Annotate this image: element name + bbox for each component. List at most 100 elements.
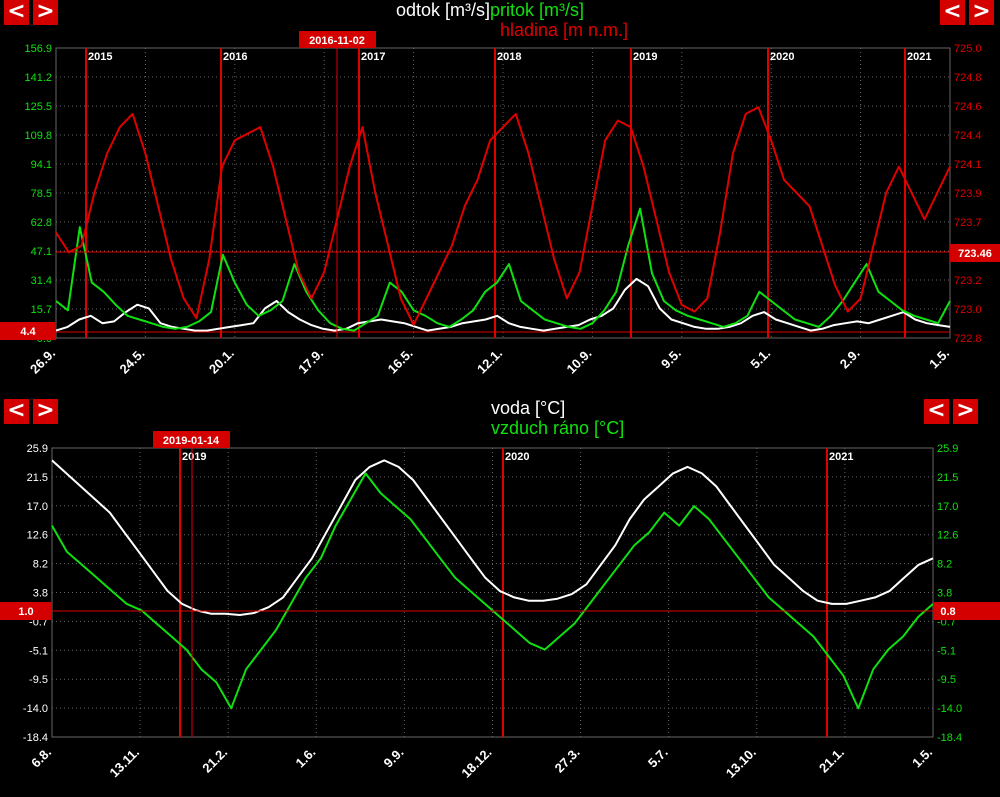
y-tick-right: 3.8 [937, 588, 952, 600]
right-value-text: 723.46 [958, 248, 992, 260]
chart2-prev-button[interactable]: < [4, 399, 29, 424]
y-tick-left: -14.0 [23, 703, 48, 715]
y-tick-right: 8.2 [937, 559, 952, 571]
x-tick: 9.5. [658, 346, 684, 372]
y-tick-left: 109.8 [24, 130, 52, 142]
series-line-red [55, 106, 951, 326]
x-tick: 17.9. [295, 346, 326, 377]
year-label: 2021 [907, 51, 931, 63]
year-label: 2016 [223, 51, 247, 63]
chart2-right-prev-button[interactable]: < [924, 399, 949, 424]
x-tick: 9.9. [381, 745, 407, 771]
x-tick: 21.2. [199, 745, 230, 776]
chart2-plot: 25.9 25.9 21.5 21.5 17.0 17.0 12.6 12.6 8.2 8.2 3.… [0, 431, 1000, 781]
year-label: 2020 [770, 51, 794, 63]
y-tick-right: 723.2 [954, 275, 982, 287]
chart1-title-pritok: pritok [m³/s] [490, 0, 585, 20]
x-tick: 27.3. [552, 745, 583, 776]
x-tick: 5.1. [747, 346, 773, 372]
x-tick: 10.9. [563, 346, 594, 377]
x-tick: 18.12. [458, 745, 494, 781]
y-tick-right: 724.4 [954, 130, 982, 142]
y-tick-left: 21.5 [27, 472, 48, 484]
x-tick: 13.11. [107, 745, 143, 781]
x-tick: 6.8. [28, 745, 54, 771]
cursor-label-bg [153, 431, 230, 448]
y-tick-right: 25.9 [937, 443, 958, 455]
year-label: 2020 [505, 451, 529, 463]
year-label: 2021 [829, 451, 853, 463]
y-tick-left: -5.1 [29, 645, 48, 657]
y-tick-right: 723.9 [954, 188, 982, 200]
y-tick-left: 78.5 [31, 188, 52, 200]
y-tick-left: 17.0 [27, 501, 48, 513]
y-tick-left: 25.9 [27, 443, 48, 455]
chart1-title-odtok: odtok [m³/s] [396, 0, 491, 20]
chart1-next-button[interactable]: > [33, 0, 58, 25]
cursor-label-bg [299, 31, 376, 48]
y-tick-right: 723.0 [954, 304, 982, 316]
y-tick-right: -9.5 [937, 674, 956, 686]
chart2-title-vzduch: vzduch ráno [°C] [491, 418, 625, 438]
year-label: 2015 [88, 51, 112, 63]
y-tick-left: 141.2 [24, 72, 52, 84]
y-tick-right: 21.5 [937, 472, 958, 484]
x-tick: 1.5. [926, 346, 952, 372]
left-value-text: 1.0 [18, 606, 33, 618]
y-tick-right: 724.8 [954, 72, 982, 84]
y-tick-right: 724.6 [954, 101, 982, 113]
chart1-prev-button[interactable]: < [4, 0, 29, 25]
y-tick-left: 8.2 [33, 559, 48, 571]
y-tick-left: 156.9 [24, 43, 52, 55]
chart2-next-button[interactable]: > [33, 399, 58, 424]
x-tick: 16.5. [385, 346, 416, 377]
y-tick-left: 15.7 [31, 304, 52, 316]
cursor-label: 2016-11-02 [309, 35, 365, 47]
y-tick-left: 47.1 [31, 246, 52, 258]
left-value-badge [0, 602, 52, 620]
y-tick-left: -18.4 [23, 732, 48, 744]
x-tick: 24.5. [116, 346, 147, 377]
chart2-right-next-button[interactable]: > [953, 399, 978, 424]
y-tick-right: 725.0 [954, 43, 982, 55]
chart1-title-hladina: hladina [m n.m.] [500, 20, 629, 40]
x-tick: 20.1. [206, 346, 237, 377]
y-tick-right: -18.4 [937, 732, 962, 744]
series-line-white [55, 277, 951, 332]
x-tick: 13.10. [723, 745, 759, 781]
y-tick-right: 723.7 [954, 217, 982, 229]
y-tick-left: 12.6 [27, 530, 48, 542]
series-line-green [51, 472, 934, 710]
year-label: 2019 [633, 51, 657, 63]
right-value-badge [933, 602, 1000, 620]
series-line-white [51, 459, 934, 616]
chart1-right-next-button[interactable]: > [969, 0, 994, 25]
right-value-badge [950, 244, 1000, 262]
chart1-right-prev-button[interactable]: < [940, 0, 965, 25]
x-tick: 26.9. [27, 346, 58, 377]
y-tick-left: -9.5 [29, 674, 48, 686]
x-tick: 5.7. [645, 745, 671, 771]
chart2-title-voda: voda [°C] [491, 398, 566, 418]
y-tick-right: -14.0 [937, 703, 962, 715]
x-tick: 2.9. [837, 346, 863, 372]
x-tick: 21.1. [816, 745, 847, 776]
y-tick-left: 62.8 [31, 217, 52, 229]
y-tick-left: 31.4 [31, 275, 52, 287]
x-tick: 12.1. [474, 346, 505, 377]
x-tick: 1.6. [292, 745, 318, 771]
y-tick-left: 125.5 [24, 101, 52, 113]
chart1-title-line1: odtok [m³/s]pritok [m³/s] [396, 0, 584, 21]
chart1-plot: 156.9 725.0 141.2 724.8 125.5 724.6 109.8 724.4… [0, 31, 1000, 377]
x-tick: 1.5. [909, 745, 935, 771]
year-label: 2017 [361, 51, 385, 63]
y-tick-right: 724.1 [954, 159, 982, 171]
y-tick-right: -5.1 [937, 645, 956, 657]
year-label: 2018 [497, 51, 521, 63]
y-tick-right: 12.6 [937, 530, 958, 542]
y-tick-left: 94.1 [31, 159, 52, 171]
y-tick-left: 3.8 [33, 588, 48, 600]
right-value-text: 0.8 [940, 606, 955, 618]
left-value-badge [0, 322, 56, 340]
y-tick-right: 722.8 [954, 333, 982, 345]
